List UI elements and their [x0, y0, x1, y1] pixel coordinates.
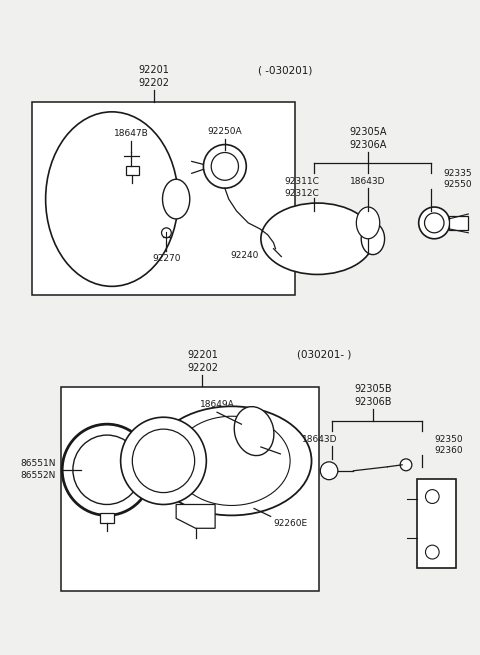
Text: 92201: 92201: [187, 350, 218, 360]
Text: 18649A: 18649A: [200, 400, 234, 409]
Bar: [417, 479, 456, 568]
Text: 92312C: 92312C: [285, 189, 319, 198]
Text: 92311C: 92311C: [284, 177, 319, 186]
Text: 92201: 92201: [138, 66, 169, 75]
Circle shape: [320, 462, 338, 479]
Ellipse shape: [173, 416, 290, 506]
Bar: [449, 216, 468, 230]
Circle shape: [162, 228, 171, 238]
Bar: [279, 253, 293, 263]
Text: (030201- ): (030201- ): [297, 350, 351, 360]
Ellipse shape: [234, 407, 274, 456]
Text: 92335: 92335: [443, 169, 472, 178]
Text: 92360: 92360: [434, 447, 463, 455]
Bar: [61, 388, 319, 591]
Circle shape: [62, 424, 152, 515]
Text: 92306B: 92306B: [354, 398, 392, 407]
Bar: [32, 102, 295, 295]
Ellipse shape: [361, 223, 384, 255]
Text: 92270: 92270: [152, 254, 180, 263]
Circle shape: [211, 153, 239, 180]
Circle shape: [132, 429, 195, 493]
Bar: [100, 514, 114, 523]
Text: 86551N: 86551N: [20, 459, 56, 468]
Circle shape: [204, 145, 246, 188]
Text: 92306A: 92306A: [349, 140, 387, 149]
Text: 92260E: 92260E: [273, 519, 307, 528]
Bar: [125, 166, 139, 176]
Circle shape: [424, 213, 444, 233]
Text: ( -030201): ( -030201): [258, 66, 312, 75]
Ellipse shape: [261, 203, 374, 274]
Polygon shape: [176, 504, 215, 529]
Circle shape: [400, 459, 412, 471]
Circle shape: [73, 435, 141, 504]
Text: 18643D: 18643D: [301, 434, 337, 443]
Text: 92202: 92202: [138, 78, 169, 88]
Text: 92305B: 92305B: [354, 384, 392, 394]
Ellipse shape: [46, 112, 178, 286]
Ellipse shape: [356, 207, 380, 239]
Ellipse shape: [152, 406, 312, 515]
Text: 18643D: 18643D: [350, 177, 386, 186]
Circle shape: [425, 545, 439, 559]
Circle shape: [120, 417, 206, 504]
Circle shape: [419, 207, 450, 239]
Circle shape: [425, 490, 439, 504]
Text: 18647B: 18647B: [114, 129, 149, 138]
Text: 92550: 92550: [443, 179, 472, 189]
Ellipse shape: [163, 179, 190, 219]
Text: 86552N: 86552N: [20, 471, 56, 480]
Text: 92305A: 92305A: [349, 126, 387, 137]
Text: 92350: 92350: [434, 434, 463, 443]
Text: 92202: 92202: [187, 363, 218, 373]
Text: 92250A: 92250A: [207, 127, 242, 136]
Text: 92240: 92240: [230, 251, 259, 260]
